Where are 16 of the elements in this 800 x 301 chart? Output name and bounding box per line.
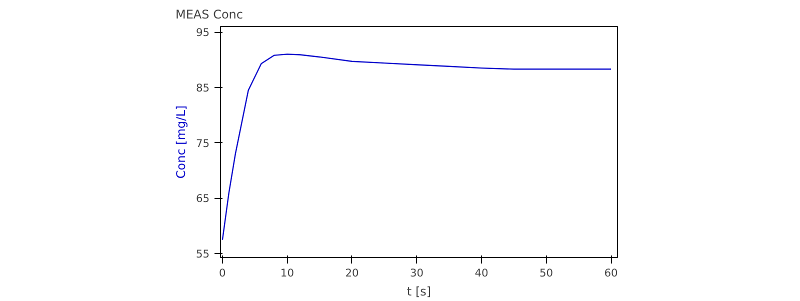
- chart-title: MEAS Conc: [176, 8, 243, 22]
- x-tick-label: 30: [410, 266, 424, 280]
- x-tick-label: 0: [219, 266, 226, 280]
- line-series: [222, 54, 612, 240]
- x-tick-label: 60: [604, 266, 618, 280]
- y-tick-label: 85: [196, 81, 210, 94]
- y-tick-label: 95: [196, 26, 210, 40]
- x-tick-label: 40: [474, 266, 488, 280]
- x-tick-label: 10: [280, 266, 294, 280]
- y-tick-label: 55: [196, 248, 210, 261]
- y-tick-label: 75: [196, 136, 210, 150]
- y-tick-label: 65: [196, 192, 210, 206]
- x-axis-title: t [s]: [406, 284, 432, 298]
- x-tick-label: 20: [345, 266, 359, 280]
- x-tick-label: 50: [539, 266, 554, 280]
- y-axis-title: Conc [mg/L]: [174, 105, 188, 179]
